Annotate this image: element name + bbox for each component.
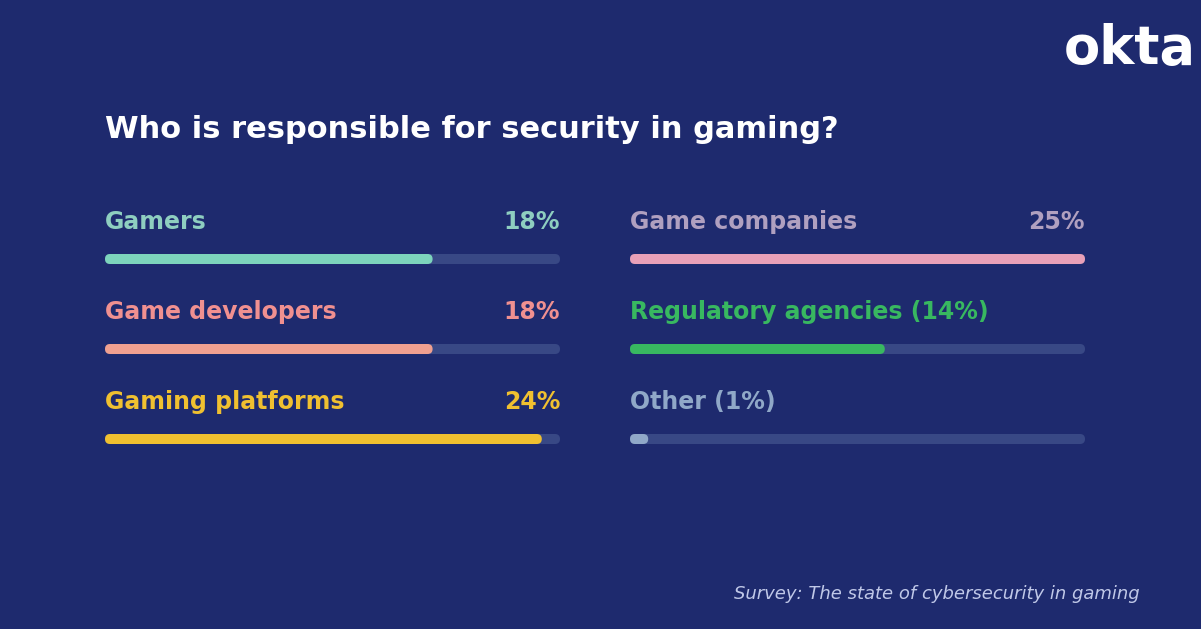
- FancyBboxPatch shape: [104, 254, 560, 264]
- FancyBboxPatch shape: [631, 254, 1085, 264]
- Text: 24%: 24%: [503, 390, 560, 414]
- FancyBboxPatch shape: [104, 344, 432, 354]
- Text: Game developers: Game developers: [104, 300, 336, 324]
- Text: Gamers: Gamers: [104, 210, 207, 234]
- Text: Regulatory agencies (14%): Regulatory agencies (14%): [631, 300, 988, 324]
- FancyBboxPatch shape: [104, 434, 542, 444]
- Text: okta: okta: [1064, 23, 1196, 75]
- FancyBboxPatch shape: [104, 344, 560, 354]
- Text: Other (1%): Other (1%): [631, 390, 776, 414]
- Text: 25%: 25%: [1028, 210, 1085, 234]
- FancyBboxPatch shape: [631, 344, 885, 354]
- Text: 18%: 18%: [503, 300, 560, 324]
- Text: 18%: 18%: [503, 210, 560, 234]
- Text: Game companies: Game companies: [631, 210, 858, 234]
- FancyBboxPatch shape: [104, 434, 560, 444]
- FancyBboxPatch shape: [631, 254, 1085, 264]
- FancyBboxPatch shape: [631, 434, 649, 444]
- Text: Gaming platforms: Gaming platforms: [104, 390, 345, 414]
- Text: Survey: The state of cybersecurity in gaming: Survey: The state of cybersecurity in ga…: [734, 585, 1140, 603]
- FancyBboxPatch shape: [104, 254, 432, 264]
- FancyBboxPatch shape: [631, 344, 1085, 354]
- Text: Who is responsible for security in gaming?: Who is responsible for security in gamin…: [104, 114, 838, 143]
- FancyBboxPatch shape: [631, 434, 1085, 444]
